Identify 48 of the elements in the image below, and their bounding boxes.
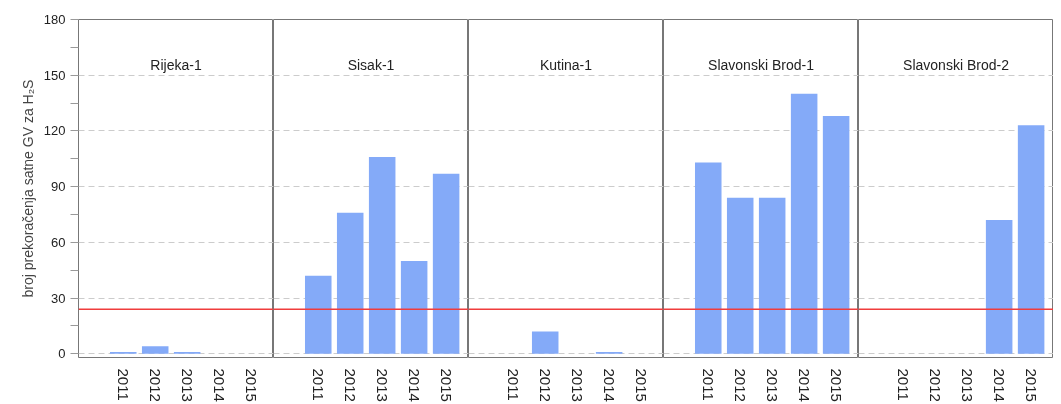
bar [400, 260, 428, 354]
bar [790, 93, 818, 354]
x-tick-label: 2014 [796, 368, 814, 402]
y-tick-label: 180 [43, 12, 66, 27]
x-tick-label: 2012 [927, 368, 945, 402]
y-tick-label: 30 [51, 290, 66, 306]
x-tick-label: 2015 [1023, 368, 1041, 402]
x-tick-label: 2013 [959, 368, 977, 402]
x-tick-label: 2014 [991, 368, 1009, 402]
y-tick-label: 120 [43, 123, 66, 139]
y-tick-label: 90 [51, 179, 66, 195]
bar [336, 212, 364, 354]
bar [726, 197, 754, 354]
x-tick-label: 2015 [633, 368, 651, 402]
x-tick-label: 2013 [569, 368, 587, 402]
x-tick-label: 2011 [505, 368, 523, 401]
bar [368, 156, 396, 354]
y-tick-label: 150 [43, 67, 66, 83]
bar [758, 197, 786, 354]
x-tick-label: 2011 [115, 368, 133, 401]
text: Slavonski Brod-2 [903, 56, 1010, 73]
x-tick-label: 2014 [601, 368, 619, 402]
y-tick-label: 0 [58, 346, 66, 362]
x-tick-label: 2013 [179, 368, 197, 402]
x-tick-label: 2011 [895, 368, 913, 401]
x-tick-label: 2011 [700, 368, 718, 401]
bar [822, 116, 850, 354]
x-tick-label: 2012 [147, 368, 165, 402]
x-tick-label: 2013 [764, 368, 782, 402]
bar [304, 275, 332, 354]
x-tick-label: 2014 [211, 368, 229, 402]
x-tick-label: 2012 [537, 368, 555, 402]
x-tick-label: 2014 [406, 368, 424, 402]
x-tick-label: 2012 [732, 368, 750, 402]
bar [432, 173, 460, 354]
x-tick-label: 2015 [828, 368, 846, 402]
y-tick-label: 60 [51, 234, 66, 250]
bar [694, 162, 722, 354]
text: Sisak-1 [347, 56, 395, 73]
text: Slavonski Brod-1 [708, 56, 815, 73]
x-tick-label: 2015 [243, 368, 261, 402]
text: Rijeka-1 [150, 56, 202, 73]
x-tick-label: 2015 [438, 368, 456, 402]
x-tick-label: 2012 [342, 368, 360, 402]
text: Kutina-1 [539, 56, 593, 73]
x-tick-label: 2011 [310, 368, 328, 401]
x-tick-label: 2013 [374, 368, 392, 402]
y-axis-title: broj prekoračenja satne GV za H₂S [19, 79, 36, 298]
